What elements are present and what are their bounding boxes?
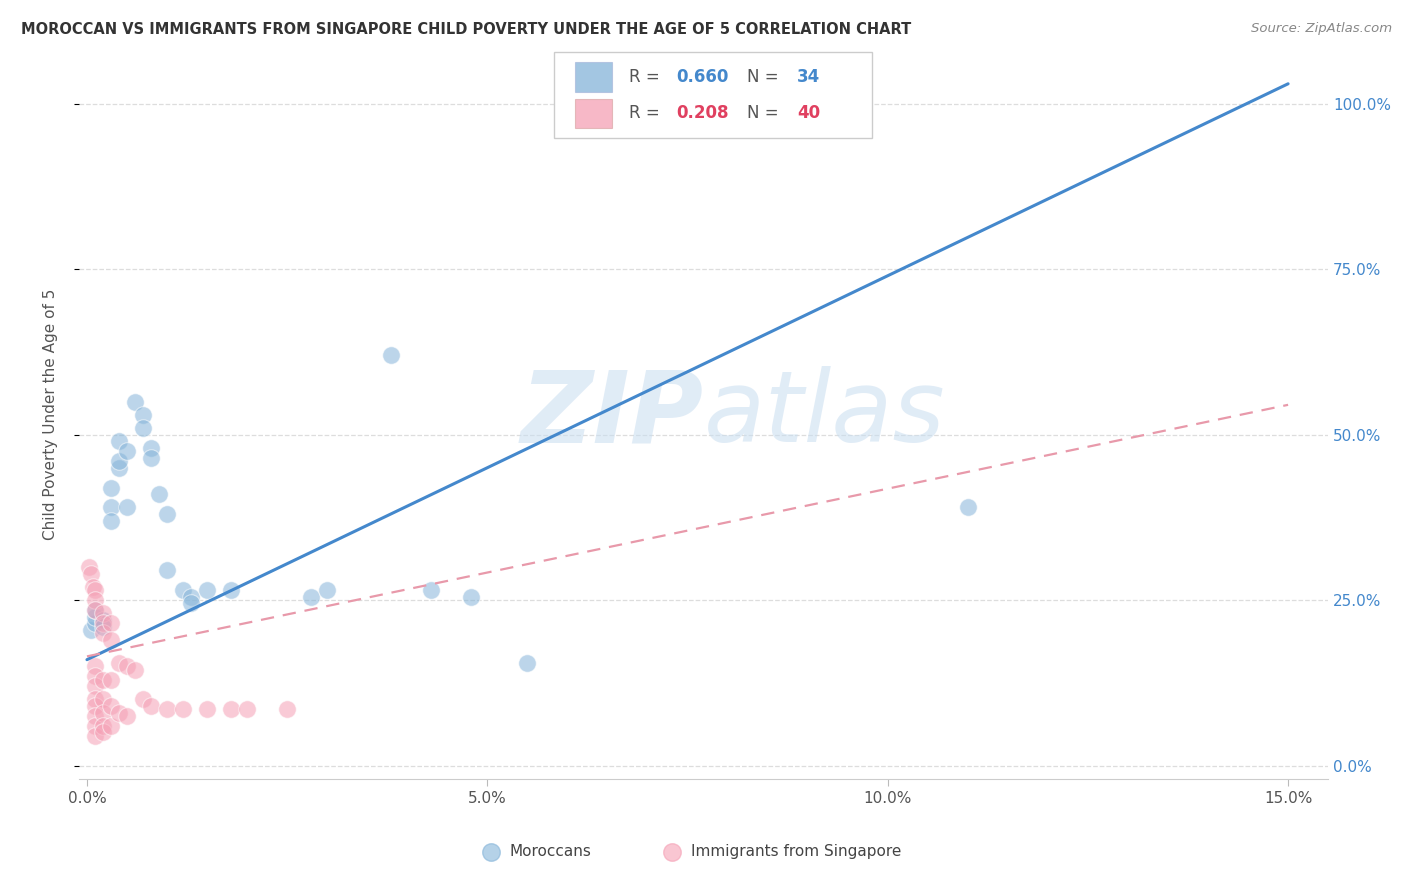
Point	[100, 616, 122, 631]
Point	[91, 613, 114, 627]
Point	[84, 593, 107, 607]
Point	[84, 609, 107, 624]
Text: 40: 40	[797, 104, 820, 122]
Text: 34: 34	[797, 68, 821, 86]
Point	[84, 692, 107, 706]
Point	[148, 487, 170, 501]
Point	[84, 729, 107, 743]
Point	[195, 702, 218, 716]
Point	[299, 590, 322, 604]
Point	[100, 632, 122, 647]
Point	[516, 656, 538, 670]
Point	[84, 699, 107, 714]
Point	[100, 719, 122, 733]
Point	[139, 450, 162, 465]
Point	[380, 348, 402, 362]
Point	[132, 692, 155, 706]
Text: 0.660: 0.660	[676, 68, 728, 86]
Point	[316, 583, 339, 598]
Point	[108, 460, 131, 475]
Point	[100, 699, 122, 714]
Point	[91, 719, 114, 733]
Point	[84, 669, 107, 683]
Text: 0.208: 0.208	[676, 104, 728, 122]
Point	[108, 706, 131, 720]
Point	[91, 616, 114, 631]
Y-axis label: Child Poverty Under the Age of 5: Child Poverty Under the Age of 5	[44, 289, 58, 541]
Point	[82, 580, 104, 594]
Point	[156, 563, 179, 577]
Point	[180, 596, 202, 610]
Point	[460, 590, 482, 604]
Point	[108, 434, 131, 449]
Point	[124, 394, 146, 409]
Point	[100, 500, 122, 515]
Point	[139, 441, 162, 455]
Point	[219, 583, 242, 598]
Point	[115, 444, 138, 458]
Point	[84, 659, 107, 673]
Text: Immigrants from Singapore: Immigrants from Singapore	[692, 844, 901, 859]
FancyBboxPatch shape	[554, 52, 872, 138]
Point	[84, 583, 107, 598]
Point	[84, 679, 107, 693]
Point	[91, 626, 114, 640]
Point	[84, 709, 107, 723]
Text: N =: N =	[747, 68, 785, 86]
Point	[91, 706, 114, 720]
Point	[84, 603, 107, 617]
Point	[115, 500, 138, 515]
Text: ZIP: ZIP	[520, 367, 703, 463]
Text: N =: N =	[747, 104, 785, 122]
Point	[276, 702, 298, 716]
Text: MOROCCAN VS IMMIGRANTS FROM SINGAPORE CHILD POVERTY UNDER THE AGE OF 5 CORRELATI: MOROCCAN VS IMMIGRANTS FROM SINGAPORE CH…	[21, 22, 911, 37]
Text: atlas: atlas	[703, 367, 945, 463]
Point	[956, 500, 979, 515]
Point	[156, 507, 179, 521]
Point	[80, 566, 103, 581]
Point	[139, 699, 162, 714]
Text: Source: ZipAtlas.com: Source: ZipAtlas.com	[1251, 22, 1392, 36]
Point	[84, 603, 107, 617]
Point	[91, 673, 114, 687]
Point	[100, 673, 122, 687]
Point	[79, 560, 101, 574]
Bar	[575, 62, 613, 92]
Point	[108, 454, 131, 468]
Text: R =: R =	[628, 68, 665, 86]
Point	[156, 702, 179, 716]
Point	[124, 663, 146, 677]
Point	[80, 623, 103, 637]
Point	[100, 481, 122, 495]
Point	[91, 725, 114, 739]
Point	[172, 583, 194, 598]
Point	[108, 656, 131, 670]
Point	[132, 421, 155, 435]
Point	[219, 702, 242, 716]
Bar	[575, 99, 613, 128]
Point	[115, 709, 138, 723]
Point	[84, 719, 107, 733]
Point	[172, 702, 194, 716]
Point	[195, 583, 218, 598]
Point	[236, 702, 259, 716]
Text: Moroccans: Moroccans	[510, 844, 592, 859]
Point	[91, 692, 114, 706]
Point	[420, 583, 443, 598]
Point	[91, 619, 114, 633]
Point	[180, 590, 202, 604]
Point	[84, 616, 107, 631]
Point	[91, 607, 114, 621]
Point	[100, 514, 122, 528]
Point	[115, 659, 138, 673]
Text: R =: R =	[628, 104, 665, 122]
Point	[132, 408, 155, 422]
